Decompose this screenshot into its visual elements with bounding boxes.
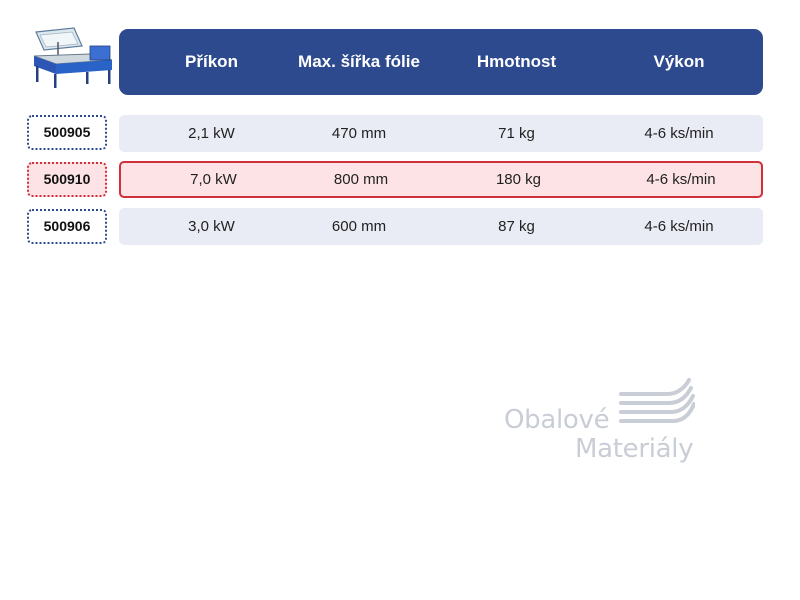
table-row-highlighted: 7,0 kW 800 mm 180 kg 4-6 ks/min [119,161,763,198]
cell-power: 3,0 kW [188,218,235,235]
cell-weight: 180 kg [495,171,542,188]
cell-power: 7,0 kW [190,171,237,188]
cell-max-width: 800 mm [333,171,389,188]
cell-output: 4-6 ks/min [644,218,714,235]
cell-weight: 71 kg [498,125,535,142]
cell-max-width: 470 mm [331,125,387,142]
logo-text-line2: Materiály [575,434,694,464]
cell-output: 4-6 ks/min [646,171,716,188]
cell-output: 4-6 ks/min [644,125,714,142]
cell-weight: 87 kg [498,218,535,235]
company-logo: Obalové Materiály [500,376,700,466]
cell-power: 2,1 kW [188,125,235,142]
header-max-width: Max. šířka fólie [298,52,420,71]
table-row: 3,0 kW 600 mm 87 kg 4-6 ks/min [119,208,763,245]
shrink-wrap-machine-image [33,27,113,88]
cell-max-width: 600 mm [331,218,387,235]
header-weight: Hmotnost [476,52,557,71]
product-code-500905[interactable]: 500905 [27,115,107,150]
product-code-500910[interactable]: 500910 [27,162,107,197]
logo-text-line1: Obalové [504,405,610,435]
header-power: Příkon [185,52,238,71]
header-output: Výkon [653,52,705,71]
table-header: Příkon Max. šířka fólie Hmotnost Výkon [119,29,763,95]
stripes-logo-icon [619,378,695,423]
product-code-500906[interactable]: 500906 [27,209,107,244]
table-row: 2,1 kW 470 mm 71 kg 4-6 ks/min [119,115,763,152]
